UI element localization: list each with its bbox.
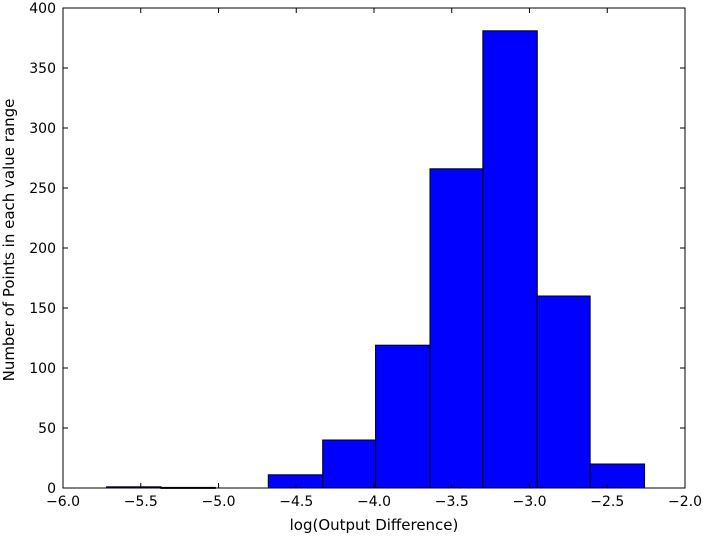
x-tick-label: −3.5 bbox=[435, 494, 469, 510]
histogram-bar bbox=[429, 168, 484, 489]
x-tick-label: −2.0 bbox=[668, 494, 702, 510]
y-tick-label: 350 bbox=[29, 61, 56, 77]
x-tick-label: −5.5 bbox=[124, 494, 158, 510]
x-tick-label: −4.5 bbox=[279, 494, 313, 510]
x-tick-label: −4.0 bbox=[357, 494, 391, 510]
y-tick-label: 200 bbox=[29, 241, 56, 257]
y-tick-label: 50 bbox=[38, 421, 56, 437]
x-tick-label: −3.0 bbox=[513, 494, 547, 510]
y-tick-label: 100 bbox=[29, 361, 56, 377]
x-tick-label: −5.0 bbox=[202, 494, 236, 510]
histogram-bar bbox=[267, 474, 324, 489]
y-tick-label: 300 bbox=[29, 121, 56, 137]
x-axis: −6.0 −5.5 −5.0 −4.5 −4.0 −3.5 −3.0 −2.5 −2.0 bbox=[46, 8, 702, 510]
plot-frame bbox=[62, 7, 686, 489]
y-tick-label: 400 bbox=[29, 1, 56, 17]
x-axis-label: log(Output Difference) bbox=[290, 516, 459, 534]
y-axis-label: Number of Points in each value range bbox=[0, 99, 18, 382]
histogram-bar bbox=[536, 295, 591, 489]
x-tick-label: −2.5 bbox=[590, 494, 624, 510]
y-tick-label: 250 bbox=[29, 181, 56, 197]
bars bbox=[106, 30, 646, 489]
histogram-bar bbox=[589, 463, 646, 489]
y-axis: 0 50 100 150 200 250 300 350 400 bbox=[29, 1, 685, 497]
histogram-bar bbox=[322, 439, 377, 489]
y-tick-label: 0 bbox=[47, 481, 56, 497]
histogram-bar bbox=[482, 30, 538, 489]
x-tick-label: −6.0 bbox=[46, 494, 80, 510]
y-tick-label: 150 bbox=[29, 301, 56, 317]
histogram-bar bbox=[375, 344, 431, 489]
